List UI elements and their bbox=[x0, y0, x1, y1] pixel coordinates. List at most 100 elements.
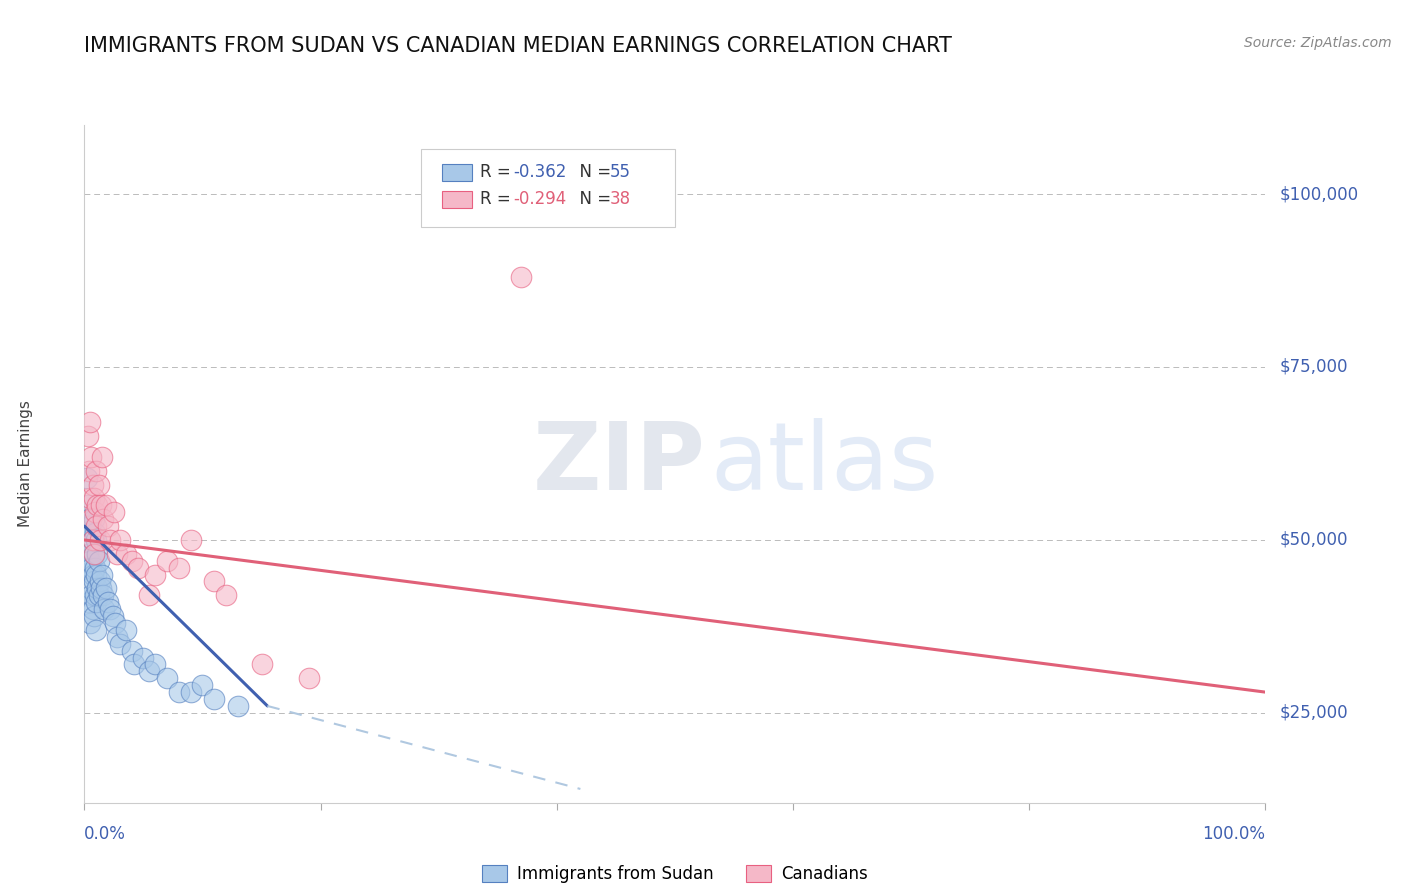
Point bbox=[103, 505, 125, 519]
Point bbox=[79, 519, 101, 533]
Text: IMMIGRANTS FROM SUDAN VS CANADIAN MEDIAN EARNINGS CORRELATION CHART: IMMIGRANTS FROM SUDAN VS CANADIAN MEDIAN… bbox=[84, 36, 952, 55]
Text: ZIP: ZIP bbox=[533, 417, 706, 510]
Point bbox=[82, 602, 104, 616]
Point bbox=[79, 615, 101, 630]
Text: 55: 55 bbox=[610, 163, 631, 181]
FancyBboxPatch shape bbox=[443, 164, 472, 181]
Text: N =: N = bbox=[568, 163, 616, 181]
Point bbox=[84, 505, 107, 519]
Point bbox=[94, 582, 117, 596]
Point bbox=[77, 560, 100, 574]
Point bbox=[107, 547, 129, 561]
Point bbox=[77, 499, 100, 513]
Point bbox=[121, 554, 143, 568]
Point bbox=[94, 499, 117, 513]
Legend: Immigrants from Sudan, Canadians: Immigrants from Sudan, Canadians bbox=[475, 858, 875, 889]
Point bbox=[82, 533, 104, 547]
Point bbox=[83, 491, 105, 506]
Point bbox=[83, 547, 105, 561]
Point bbox=[82, 567, 104, 582]
Point bbox=[114, 623, 136, 637]
Point bbox=[114, 547, 136, 561]
Point bbox=[86, 547, 108, 561]
Point bbox=[104, 615, 127, 630]
Point bbox=[77, 464, 100, 478]
Point bbox=[138, 665, 160, 679]
Point bbox=[108, 533, 131, 547]
Point bbox=[167, 685, 190, 699]
Point bbox=[84, 464, 107, 478]
Point bbox=[80, 450, 103, 464]
Point bbox=[83, 574, 105, 589]
Point bbox=[91, 450, 114, 464]
Point bbox=[84, 560, 107, 574]
Text: R =: R = bbox=[479, 191, 516, 209]
Point bbox=[108, 637, 131, 651]
Point bbox=[91, 567, 114, 582]
Point bbox=[89, 574, 111, 589]
Point bbox=[77, 595, 100, 609]
Point bbox=[82, 477, 104, 491]
Point bbox=[91, 512, 114, 526]
Text: Source: ZipAtlas.com: Source: ZipAtlas.com bbox=[1244, 36, 1392, 50]
Point bbox=[98, 602, 121, 616]
Point bbox=[83, 609, 105, 624]
Text: 100.0%: 100.0% bbox=[1202, 825, 1265, 843]
Point bbox=[180, 533, 202, 547]
Point bbox=[298, 671, 321, 685]
Text: -0.294: -0.294 bbox=[513, 191, 567, 209]
Point bbox=[180, 685, 202, 699]
Point bbox=[90, 499, 112, 513]
Point bbox=[84, 533, 107, 547]
Point bbox=[86, 499, 108, 513]
Point bbox=[215, 588, 238, 602]
FancyBboxPatch shape bbox=[443, 191, 472, 208]
Point bbox=[80, 560, 103, 574]
Point bbox=[226, 698, 249, 713]
Point bbox=[77, 512, 100, 526]
Point bbox=[82, 533, 104, 547]
Text: $75,000: $75,000 bbox=[1279, 358, 1348, 376]
Point bbox=[250, 657, 273, 672]
Text: -0.362: -0.362 bbox=[513, 163, 567, 181]
Point bbox=[143, 657, 166, 672]
Point bbox=[80, 526, 103, 541]
Point bbox=[84, 588, 107, 602]
Point bbox=[84, 595, 107, 609]
Point bbox=[87, 554, 110, 568]
Point bbox=[122, 657, 145, 672]
Point bbox=[91, 588, 114, 602]
Point bbox=[79, 491, 101, 506]
Point bbox=[86, 582, 108, 596]
Point bbox=[80, 512, 103, 526]
Point bbox=[76, 471, 98, 485]
Point bbox=[156, 671, 179, 685]
Text: $25,000: $25,000 bbox=[1279, 704, 1348, 722]
Point bbox=[127, 560, 149, 574]
Point bbox=[87, 477, 110, 491]
Point bbox=[77, 547, 100, 561]
Text: N =: N = bbox=[568, 191, 616, 209]
Point bbox=[143, 567, 166, 582]
Point bbox=[79, 582, 101, 596]
Point bbox=[79, 554, 101, 568]
Point bbox=[167, 560, 190, 574]
Point bbox=[98, 533, 121, 547]
Text: $50,000: $50,000 bbox=[1279, 531, 1348, 549]
Point bbox=[107, 630, 129, 644]
Text: atlas: atlas bbox=[710, 417, 939, 510]
Text: R =: R = bbox=[479, 163, 516, 181]
Point bbox=[138, 588, 160, 602]
Point bbox=[97, 519, 120, 533]
Point bbox=[90, 582, 112, 596]
Point bbox=[510, 270, 533, 285]
Point bbox=[202, 574, 225, 589]
Point bbox=[132, 650, 155, 665]
Point bbox=[97, 595, 120, 609]
Point bbox=[83, 512, 105, 526]
Point bbox=[89, 533, 111, 547]
Point bbox=[84, 623, 107, 637]
Point bbox=[77, 429, 100, 443]
Point bbox=[93, 602, 115, 616]
Text: 38: 38 bbox=[610, 191, 631, 209]
